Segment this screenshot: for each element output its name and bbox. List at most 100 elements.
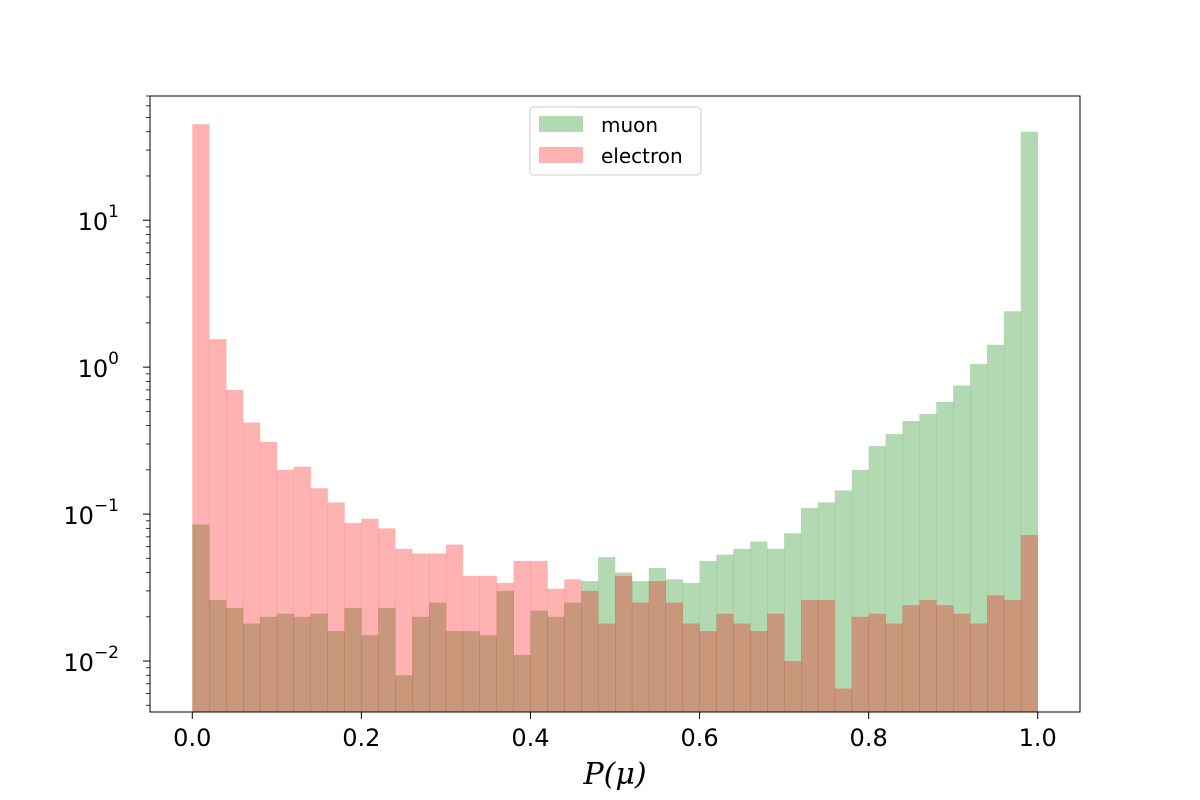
electron-bar — [902, 605, 920, 712]
electron-bar — [513, 560, 531, 712]
electron-bar — [1003, 600, 1022, 712]
x-axis: 0.0 0.2 0.4 0.6 0.8 1.0 — [173, 712, 1057, 752]
muon-bar — [716, 554, 734, 712]
muon-bar — [395, 675, 413, 712]
muon-bar — [970, 364, 988, 712]
plot-frame — [149, 95, 1081, 713]
electron-bar — [496, 582, 514, 712]
electron-bar — [564, 579, 582, 712]
muon-bar — [530, 610, 548, 712]
muon-bar — [581, 581, 599, 712]
muon-bar — [598, 557, 616, 712]
muon-bar — [1003, 311, 1022, 712]
x-tick-label: 0.4 — [511, 724, 549, 752]
muon-bar — [767, 548, 785, 712]
muon-bar — [665, 579, 683, 712]
electron-bar — [259, 441, 278, 712]
electron-bar — [310, 488, 328, 712]
electron-bar — [733, 623, 751, 712]
x-tick-label: 0.8 — [850, 724, 888, 752]
electron-bar — [581, 590, 599, 712]
legend-swatch-muon — [539, 116, 583, 132]
electron-bar — [1020, 535, 1039, 712]
electron-bar — [750, 631, 768, 712]
electron-bar — [429, 553, 447, 712]
electron-bar — [479, 575, 497, 712]
electron-bar — [243, 422, 261, 712]
electron-bar — [817, 600, 836, 712]
muon-bar — [648, 567, 667, 712]
muon-bar — [902, 421, 920, 712]
electron-bar — [361, 518, 379, 712]
electron-bar — [327, 502, 345, 712]
electron-bar — [868, 613, 886, 712]
muon-bars — [192, 131, 1039, 712]
muon-bar — [412, 616, 430, 712]
muon-bar — [226, 607, 244, 712]
plot-background — [150, 96, 1080, 712]
electron-bar — [801, 600, 819, 712]
muon-bar — [361, 635, 379, 712]
muon-bar — [496, 590, 514, 712]
muon-bar — [344, 607, 362, 712]
legend-swatch-electron — [539, 147, 583, 163]
electron-bars — [192, 124, 1039, 712]
electron-bar — [665, 602, 683, 712]
muon-bar — [429, 602, 447, 712]
electron-bar — [648, 581, 667, 712]
muon-bar — [547, 616, 565, 712]
electron-bar — [784, 661, 802, 712]
muon-bar — [479, 635, 497, 712]
legend-label-electron: electron — [601, 144, 683, 168]
electron-bar — [209, 339, 227, 712]
electron-bar — [276, 469, 295, 712]
y-axis: 10−2 10−1 100 101 — [63, 95, 150, 706]
muon-bar — [834, 490, 853, 712]
y-tick-label: 10−1 — [63, 496, 119, 530]
y-tick-label: 101 — [78, 202, 119, 236]
y-tick-label: 100 — [78, 349, 119, 383]
muon-bar — [801, 508, 819, 712]
electron-bar — [834, 688, 853, 712]
muon-bar — [868, 446, 886, 712]
electron-bar — [716, 613, 734, 712]
electron-bar — [293, 466, 311, 712]
legend-frame — [529, 106, 702, 176]
muon-bar — [631, 581, 650, 712]
electron-bar — [395, 548, 413, 712]
electron-bar — [412, 553, 430, 712]
x-axis-label: P(μ) — [582, 757, 646, 792]
muon-bar — [462, 631, 481, 712]
electron-bar — [615, 575, 633, 712]
electron-bar — [445, 544, 464, 712]
muon-bar — [750, 541, 768, 712]
electron-bar — [462, 575, 481, 712]
muon-bar — [987, 344, 1005, 712]
muon-bar — [378, 607, 396, 712]
muon-bar — [445, 631, 464, 712]
electron-bar — [192, 124, 210, 712]
electron-bar — [344, 522, 362, 712]
electron-bar — [919, 600, 937, 712]
muon-bar — [192, 524, 210, 712]
muon-bar — [936, 401, 954, 712]
muon-bar — [243, 623, 261, 712]
electron-bar — [378, 528, 396, 712]
legend: muon electron — [529, 106, 702, 176]
electron-bar — [699, 631, 717, 712]
muon-bar — [919, 413, 937, 712]
muon-bar — [682, 582, 700, 712]
x-tick-label: 1.0 — [1019, 724, 1057, 752]
muon-bar — [293, 616, 311, 712]
electron-bar — [970, 623, 988, 712]
muon-bar — [953, 385, 971, 712]
electron-bar — [936, 605, 954, 712]
legend-label-muon: muon — [601, 113, 658, 137]
electron-bar — [682, 623, 700, 712]
muon-bar — [615, 572, 633, 712]
electron-bar — [953, 613, 971, 712]
muon-bar — [276, 613, 295, 712]
muon-bar — [699, 560, 717, 712]
electron-bar — [767, 613, 785, 712]
